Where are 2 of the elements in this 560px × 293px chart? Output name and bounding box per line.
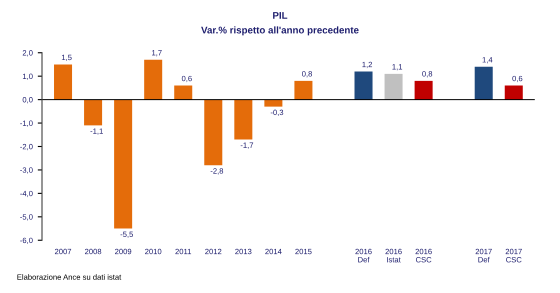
chart-title: PIL <box>273 12 288 19</box>
chart-subtitle: Var.% rispetto all'anno precedente <box>201 26 359 36</box>
